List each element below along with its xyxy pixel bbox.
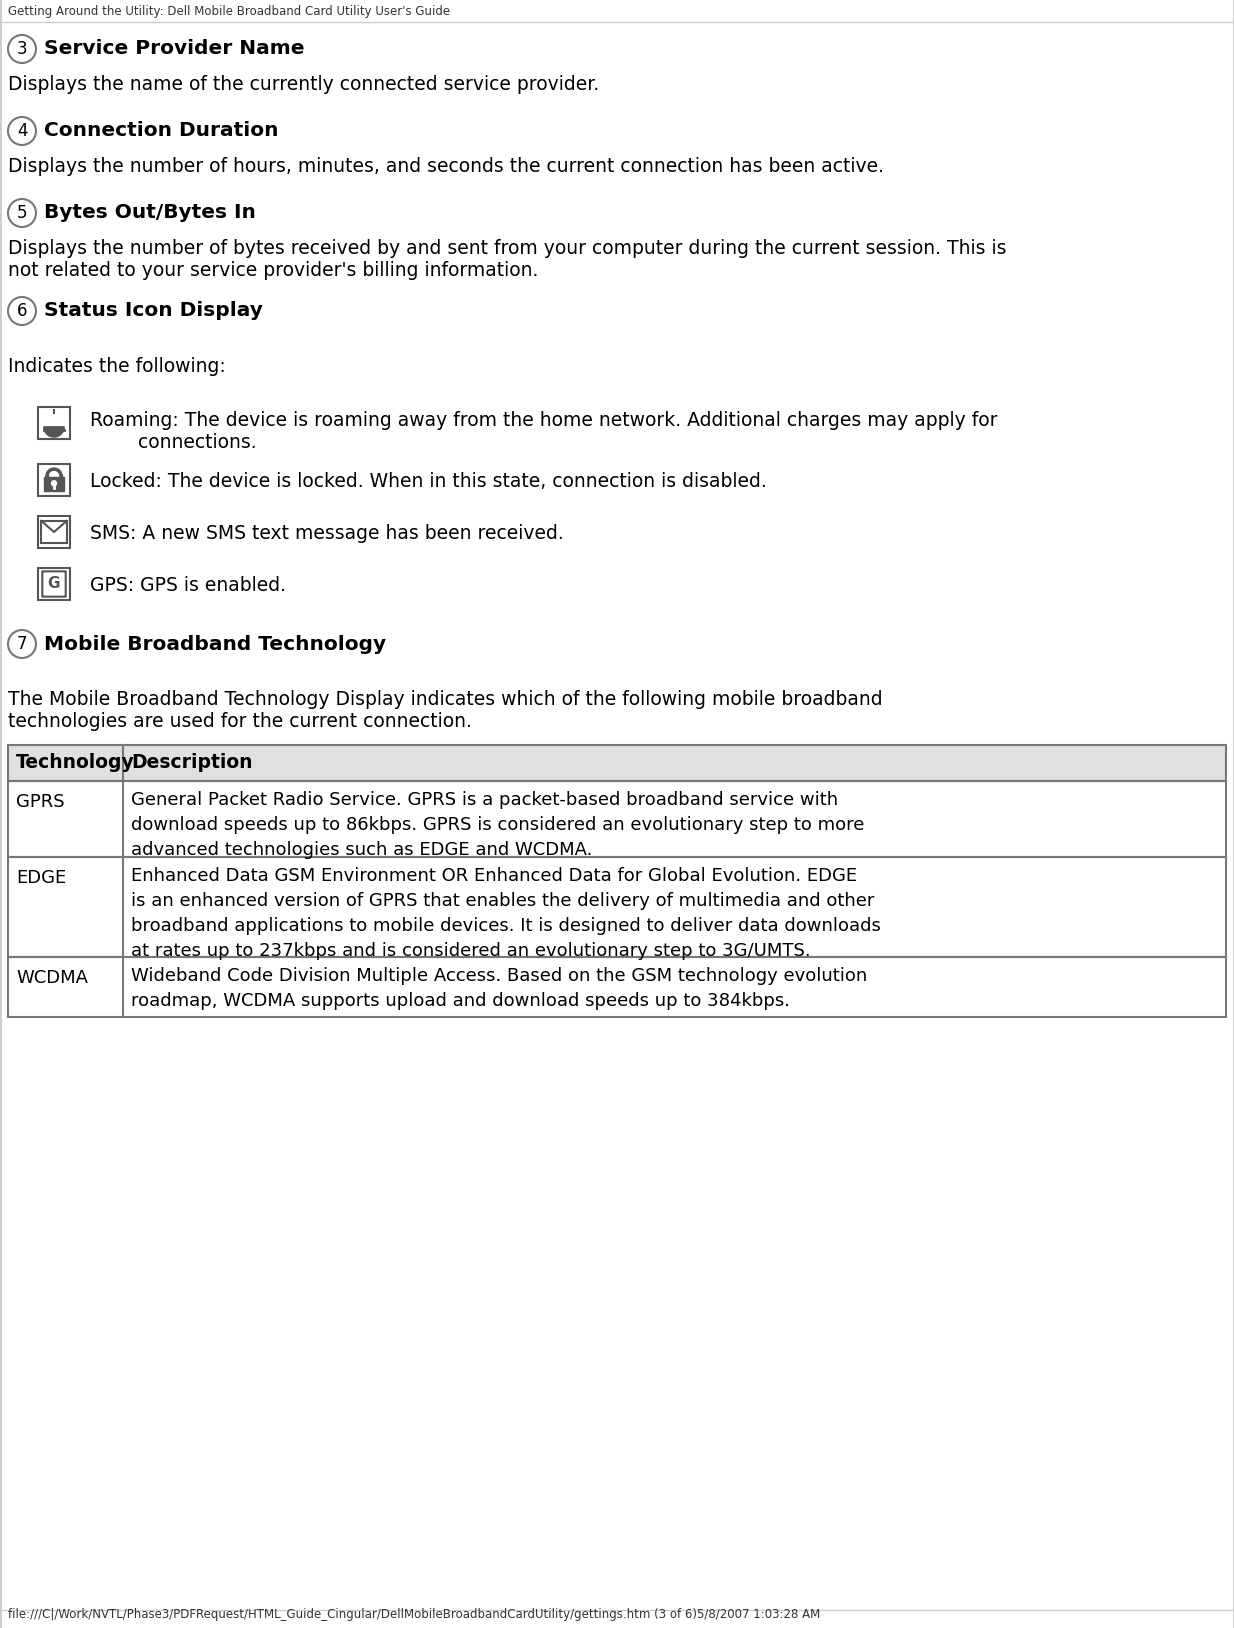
Text: Description: Description	[131, 754, 253, 773]
Text: Locked: The device is locked. When in this state, connection is disabled.: Locked: The device is locked. When in th…	[90, 472, 766, 492]
Text: Wideband Code Division Multiple Access. Based on the GSM technology evolution
ro: Wideband Code Division Multiple Access. …	[131, 967, 868, 1009]
Bar	[44, 477, 64, 492]
Bar	[38, 516, 70, 549]
Text: General Packet Radio Service. GPRS is a packet-based broadband service with
down: General Packet Radio Service. GPRS is a …	[131, 791, 864, 860]
Text: Displays the number of hours, minutes, and seconds the current connection has be: Displays the number of hours, minutes, a…	[7, 156, 884, 176]
Text: EDGE: EDGE	[16, 869, 67, 887]
Bar	[7, 856, 1227, 957]
Text: The Mobile Broadband Technology Display indicates which of the following mobile : The Mobile Broadband Technology Display …	[7, 690, 882, 731]
Text: 3: 3	[17, 41, 27, 59]
Text: Bytes Out/Bytes In: Bytes Out/Bytes In	[44, 204, 255, 223]
Text: G: G	[48, 576, 60, 591]
Text: Displays the number of bytes received by and sent from your computer during the : Displays the number of bytes received by…	[7, 239, 1007, 280]
Text: Status Icon Display: Status Icon Display	[44, 301, 263, 321]
Circle shape	[51, 480, 57, 487]
Text: 5: 5	[17, 204, 27, 221]
Text: SMS: A new SMS text message has been received.: SMS: A new SMS text message has been rec…	[90, 524, 564, 544]
Text: Indicates the following:: Indicates the following:	[7, 357, 226, 376]
Text: Service Provider Name: Service Provider Name	[44, 39, 305, 59]
Bar	[41, 521, 67, 544]
Bar	[38, 407, 70, 440]
Text: Technology: Technology	[16, 754, 135, 773]
Text: Displays the name of the currently connected service provider.: Displays the name of the currently conne…	[7, 75, 600, 94]
Text: Mobile Broadband Technology: Mobile Broadband Technology	[44, 635, 386, 653]
Text: 6: 6	[17, 303, 27, 321]
Polygon shape	[43, 427, 64, 436]
Text: Roaming: The device is roaming away from the home network. Additional charges ma: Roaming: The device is roaming away from…	[90, 410, 997, 453]
Text: Getting Around the Utility: Dell Mobile Broadband Card Utility User's Guide: Getting Around the Utility: Dell Mobile …	[7, 5, 450, 18]
Bar	[38, 568, 70, 601]
Text: Connection Duration: Connection Duration	[44, 122, 279, 140]
Text: file:///C|/Work/NVTL/Phase3/PDFRequest/HTML_Guide_Cingular/DellMobileBroadbandCa: file:///C|/Work/NVTL/Phase3/PDFRequest/H…	[7, 1608, 821, 1621]
Bar	[7, 957, 1227, 1018]
Text: GPRS: GPRS	[16, 793, 64, 811]
Bar	[7, 746, 1227, 781]
Text: 7: 7	[17, 635, 27, 653]
Bar	[38, 464, 70, 497]
Text: GPS: GPS is enabled.: GPS: GPS is enabled.	[90, 576, 286, 594]
Circle shape	[52, 430, 56, 435]
Text: WCDMA: WCDMA	[16, 969, 88, 987]
Text: Enhanced Data GSM Environment OR Enhanced Data for Global Evolution. EDGE
is an : Enhanced Data GSM Environment OR Enhance…	[131, 868, 881, 961]
Bar	[7, 781, 1227, 856]
Text: 4: 4	[17, 122, 27, 140]
